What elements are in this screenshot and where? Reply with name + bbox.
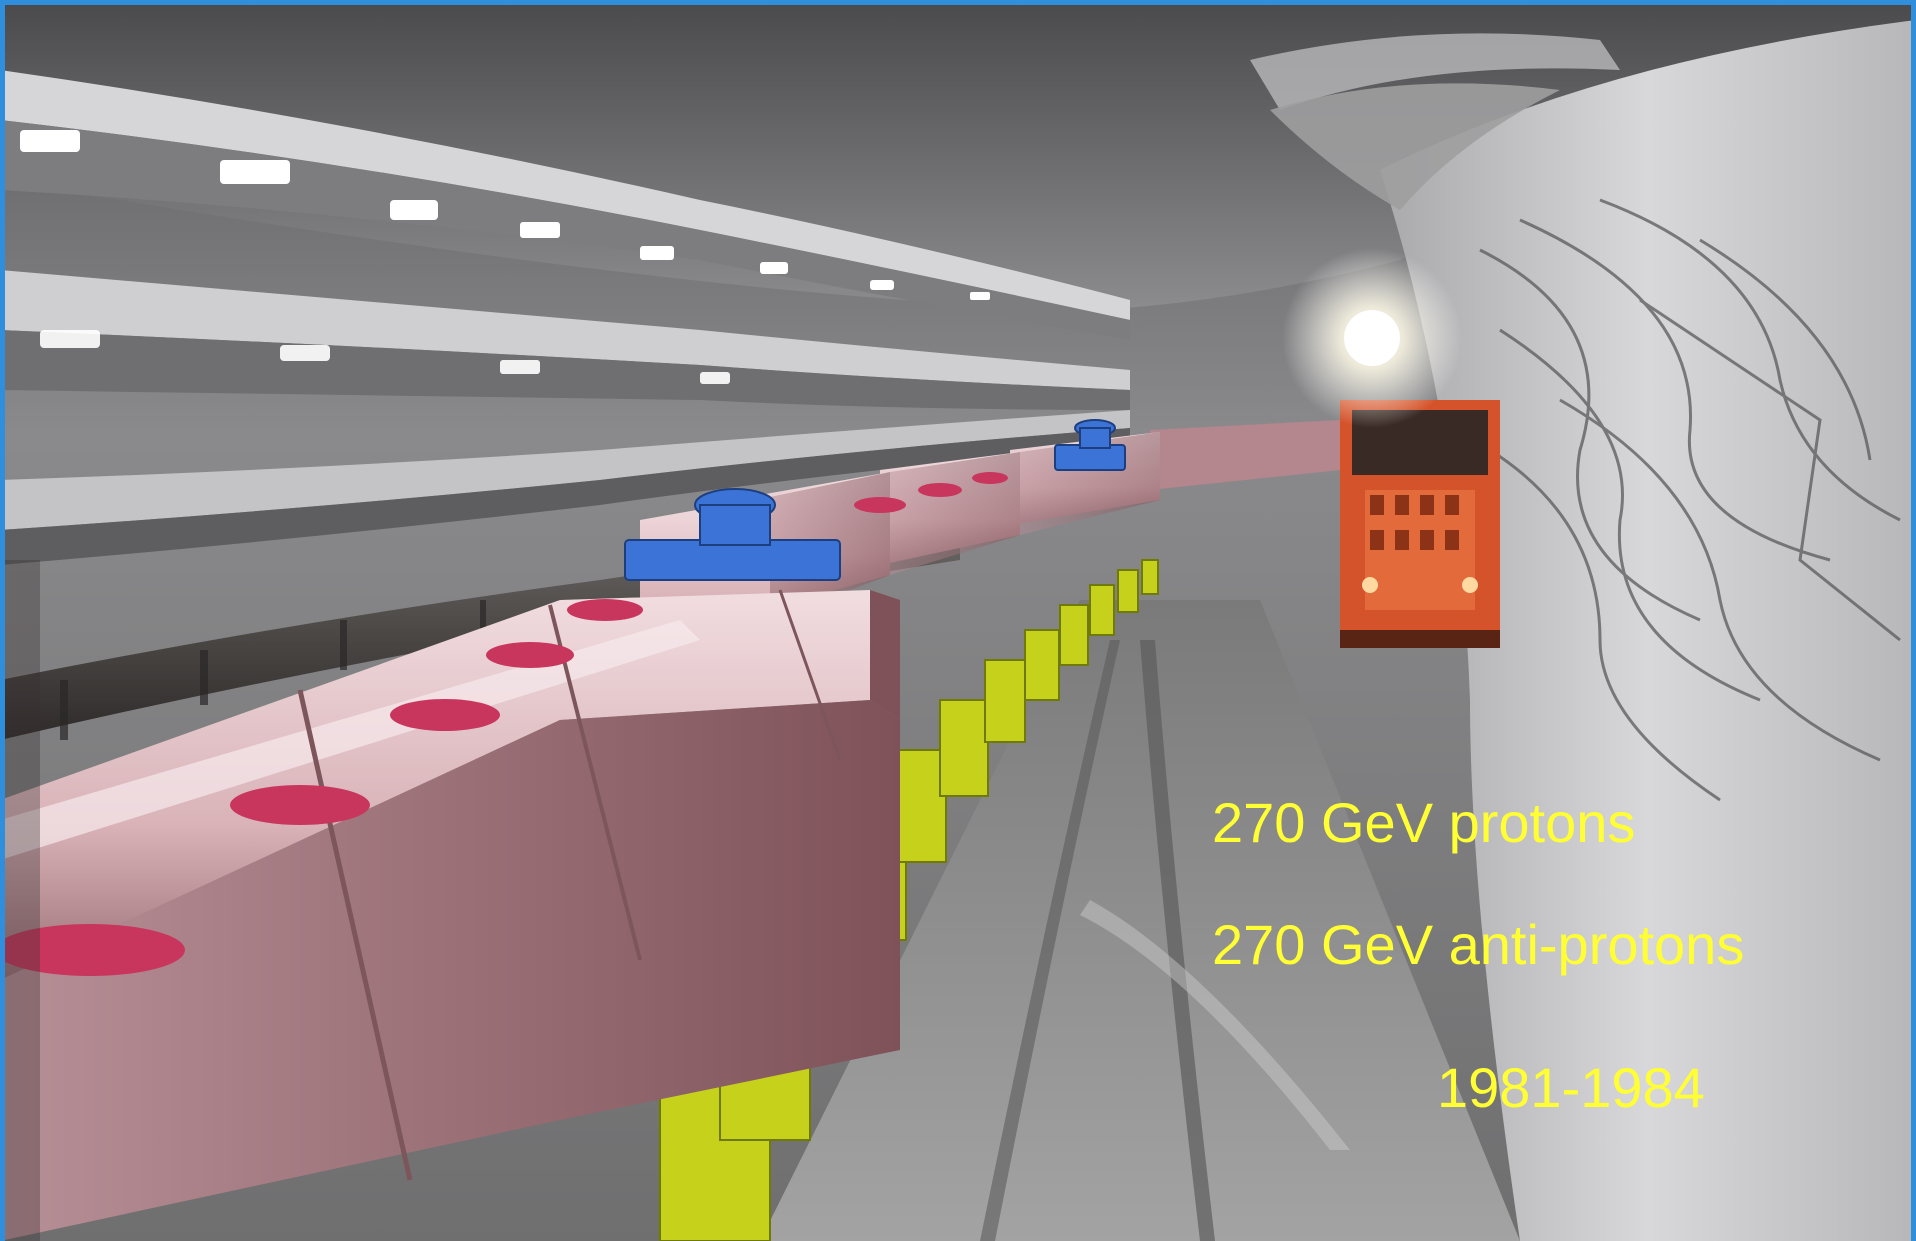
caption-anti-protons: 270 GeV anti-protons: [1212, 913, 1745, 976]
caption-years: 1981-1984: [1437, 1056, 1705, 1119]
caption-protons: 270 GeV protons: [1212, 791, 1636, 854]
